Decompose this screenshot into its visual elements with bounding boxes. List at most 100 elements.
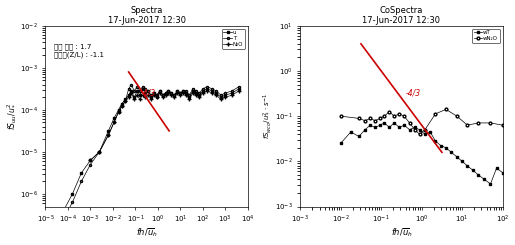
N₂O: [200, 92, 206, 95]
u: [165, 89, 171, 92]
wT: [417, 128, 423, 131]
T: [160, 94, 166, 97]
wN₂O: [401, 115, 407, 118]
wN₂O: [454, 115, 460, 118]
wN₂O: [372, 119, 378, 122]
u: [175, 89, 181, 92]
wN₂O: [422, 128, 428, 131]
Line: wT: wT: [340, 122, 515, 198]
T: [70, 201, 76, 204]
Line: N₂O: N₂O: [89, 89, 241, 162]
T: [183, 89, 190, 92]
N₂O: [105, 134, 111, 136]
T: [115, 110, 122, 113]
wN₂O: [356, 117, 362, 120]
u: [58, 213, 64, 216]
T: [193, 89, 199, 92]
T: [213, 89, 219, 92]
wT: [386, 126, 392, 129]
T: [119, 104, 125, 107]
wT: [432, 140, 438, 143]
T: [204, 85, 211, 88]
N₂O: [151, 94, 157, 97]
T: [229, 89, 235, 92]
T: [157, 89, 163, 92]
Title: CoSpectra
17-Jun-2017 12:30: CoSpectra 17-Jun-2017 12:30: [363, 6, 440, 25]
T: [218, 94, 224, 97]
N₂O: [140, 94, 146, 97]
T: [88, 163, 94, 166]
wN₂O: [391, 115, 397, 118]
T: [143, 87, 149, 90]
N₂O: [88, 159, 94, 162]
N₂O: [165, 92, 171, 95]
wT: [427, 131, 433, 134]
wT: [362, 128, 368, 131]
wT: [367, 124, 373, 127]
u: [162, 92, 168, 95]
wT: [406, 128, 413, 131]
T: [126, 87, 132, 90]
Line: wN₂O: wN₂O: [339, 108, 515, 136]
u: [190, 89, 196, 92]
T: [190, 87, 196, 90]
u: [96, 150, 102, 153]
T: [177, 92, 183, 95]
T: [58, 222, 64, 225]
X-axis label: $fh/\overline{u}_h$: $fh/\overline{u}_h$: [136, 227, 158, 239]
Legend: wT, wN₂O: wT, wN₂O: [472, 28, 500, 43]
wN₂O: [406, 122, 413, 124]
N₂O: [162, 94, 168, 97]
X-axis label: $fh/\overline{u}_h$: $fh/\overline{u}_h$: [390, 227, 413, 239]
N₂O: [115, 110, 122, 113]
u: [134, 89, 140, 92]
u: [126, 94, 132, 97]
wN₂O: [362, 119, 368, 122]
wN₂O: [381, 115, 387, 118]
N₂O: [122, 100, 128, 103]
u: [140, 87, 146, 90]
T: [180, 89, 186, 92]
Y-axis label: $fS_{uu} / u_*^2$: $fS_{uu} / u_*^2$: [6, 102, 19, 130]
wN₂O: [417, 133, 423, 136]
wT: [397, 126, 403, 129]
u: [119, 102, 125, 105]
N₂O: [96, 150, 102, 153]
wN₂O: [377, 117, 383, 120]
u: [200, 89, 206, 92]
u: [122, 98, 128, 101]
wN₂O: [475, 122, 482, 124]
u: [186, 96, 193, 99]
T: [165, 89, 171, 92]
wT: [348, 131, 354, 134]
N₂O: [134, 94, 140, 97]
T: [111, 121, 117, 124]
N₂O: [168, 94, 175, 97]
u: [196, 94, 202, 97]
wN₂O: [487, 122, 493, 124]
T: [200, 87, 206, 90]
wT: [443, 146, 449, 149]
wT: [475, 173, 482, 176]
wT: [422, 133, 428, 136]
u: [222, 94, 229, 97]
wN₂O: [443, 108, 449, 111]
u: [168, 92, 175, 95]
wT: [381, 122, 387, 124]
T: [236, 85, 242, 88]
T: [140, 85, 146, 88]
wT: [391, 122, 397, 124]
T: [134, 85, 140, 88]
u: [160, 94, 166, 97]
N₂O: [119, 104, 125, 107]
u: [128, 89, 134, 92]
N₂O: [177, 94, 183, 97]
T: [222, 92, 229, 95]
u: [204, 87, 211, 90]
N₂O: [209, 92, 215, 95]
u: [157, 89, 163, 92]
T: [137, 89, 143, 92]
N₂O: [171, 96, 177, 99]
wT: [338, 142, 344, 145]
Legend: u, T, N₂O: u, T, N₂O: [222, 28, 245, 49]
